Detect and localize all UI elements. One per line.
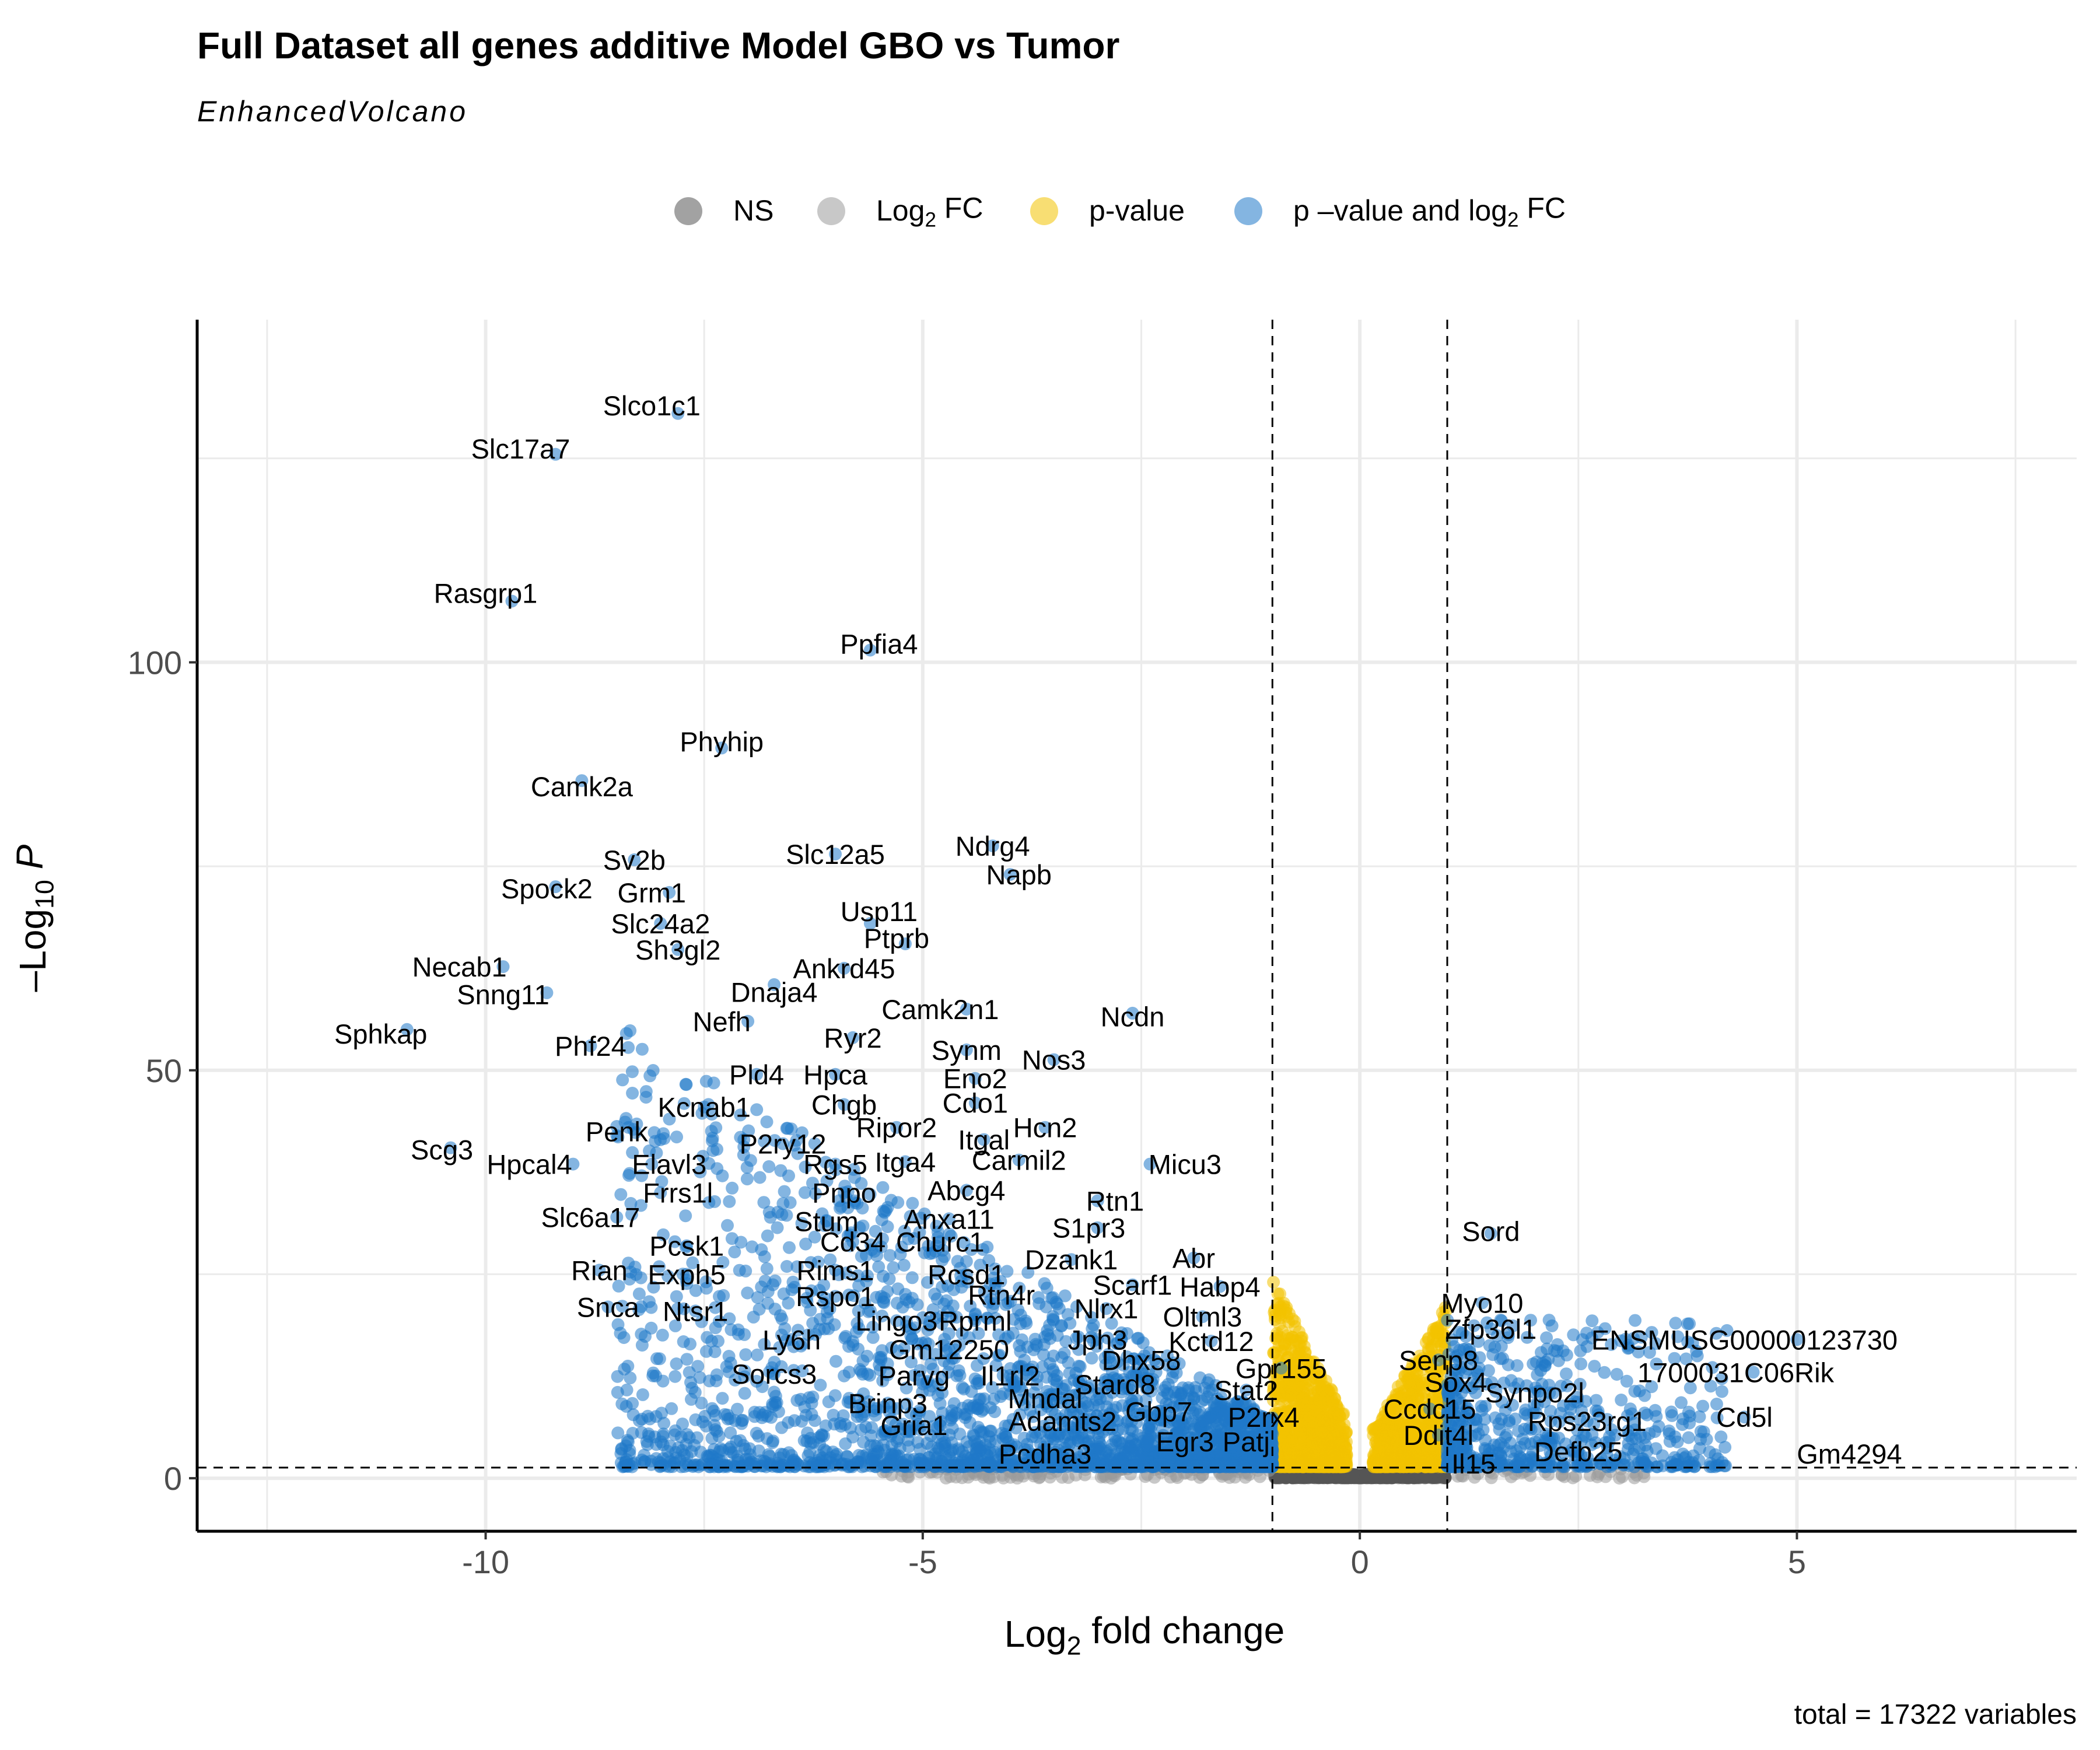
point-p bbox=[1279, 1451, 1293, 1464]
point-both bbox=[691, 1360, 705, 1373]
point-p bbox=[1422, 1332, 1435, 1346]
legend-label-p: p-value bbox=[1089, 194, 1185, 227]
point-p bbox=[1306, 1427, 1320, 1441]
point-p bbox=[1289, 1334, 1303, 1348]
point-both bbox=[635, 1339, 649, 1352]
point-fc bbox=[1628, 1471, 1641, 1485]
point-fc bbox=[1253, 1470, 1266, 1483]
point-both bbox=[777, 1287, 790, 1300]
point-both bbox=[693, 1371, 706, 1384]
point-p bbox=[1277, 1297, 1290, 1310]
point-both bbox=[905, 1271, 919, 1284]
point-p bbox=[1315, 1445, 1329, 1458]
point-fc bbox=[1613, 1472, 1626, 1485]
point-p bbox=[1326, 1446, 1340, 1459]
point-both bbox=[625, 1065, 639, 1079]
point-both bbox=[716, 1392, 729, 1405]
point-both bbox=[830, 1354, 842, 1368]
point-p bbox=[1267, 1276, 1280, 1289]
point-both bbox=[842, 1366, 856, 1379]
point-both bbox=[643, 1069, 657, 1083]
point-both bbox=[947, 1397, 961, 1410]
point-ns bbox=[1345, 1469, 1358, 1482]
point-both bbox=[655, 1406, 668, 1420]
point-p bbox=[1408, 1381, 1422, 1394]
point-both bbox=[876, 1181, 890, 1194]
point-p bbox=[1407, 1458, 1420, 1471]
point-both bbox=[897, 1259, 911, 1272]
point-both bbox=[611, 1385, 624, 1399]
point-ns bbox=[1374, 1471, 1387, 1484]
chart-subtitle: EnhancedVolcano bbox=[197, 95, 468, 128]
point-p bbox=[1284, 1434, 1297, 1448]
point-both bbox=[776, 1197, 790, 1210]
point-p bbox=[1339, 1426, 1353, 1439]
point-fc bbox=[1044, 1471, 1056, 1484]
point-p bbox=[1295, 1460, 1308, 1474]
point-fc bbox=[902, 1471, 915, 1484]
legend-key-both bbox=[1234, 197, 1262, 225]
point-both bbox=[988, 1405, 1002, 1419]
data-points bbox=[400, 407, 1804, 1485]
point-p bbox=[1334, 1460, 1348, 1473]
point-fc bbox=[1139, 1470, 1152, 1483]
point-fc bbox=[939, 1471, 953, 1485]
point-both bbox=[753, 1171, 766, 1184]
point-fc bbox=[1637, 1470, 1651, 1483]
legend-key-p bbox=[1030, 197, 1058, 225]
point-p bbox=[1368, 1423, 1381, 1436]
legend-key-ns bbox=[674, 197, 702, 225]
chart-title: Full Dataset all genes additive Model GB… bbox=[197, 24, 1119, 66]
point-both bbox=[670, 1130, 683, 1144]
point-both bbox=[760, 1262, 774, 1275]
point-both bbox=[775, 1421, 788, 1434]
point-p bbox=[1423, 1454, 1437, 1468]
point-fc bbox=[997, 1471, 1010, 1485]
legend-key-fc bbox=[817, 197, 845, 225]
point-both bbox=[626, 1087, 639, 1100]
point-both bbox=[783, 1241, 796, 1254]
point-p bbox=[1371, 1458, 1385, 1471]
point-both bbox=[738, 1328, 751, 1341]
point-both bbox=[723, 1195, 736, 1208]
point-p bbox=[1315, 1382, 1328, 1395]
point-fc bbox=[1055, 1471, 1069, 1484]
point-fc bbox=[1032, 1471, 1046, 1485]
point-both bbox=[645, 1301, 658, 1314]
point-both bbox=[670, 1357, 683, 1370]
point-fc bbox=[1017, 1469, 1030, 1483]
point-p bbox=[1305, 1412, 1318, 1425]
point-fc bbox=[1599, 1470, 1612, 1483]
point-p bbox=[1278, 1337, 1291, 1350]
point-both bbox=[887, 1261, 900, 1274]
point-both bbox=[614, 1188, 628, 1201]
legend-label-ns: NS bbox=[733, 194, 774, 227]
point-p bbox=[1315, 1399, 1328, 1413]
point-both bbox=[778, 1185, 791, 1198]
point-both bbox=[739, 1264, 752, 1278]
point-p bbox=[1312, 1460, 1326, 1474]
point-both bbox=[707, 1076, 720, 1090]
point-fc bbox=[987, 1470, 1000, 1483]
point-both bbox=[780, 1260, 793, 1273]
